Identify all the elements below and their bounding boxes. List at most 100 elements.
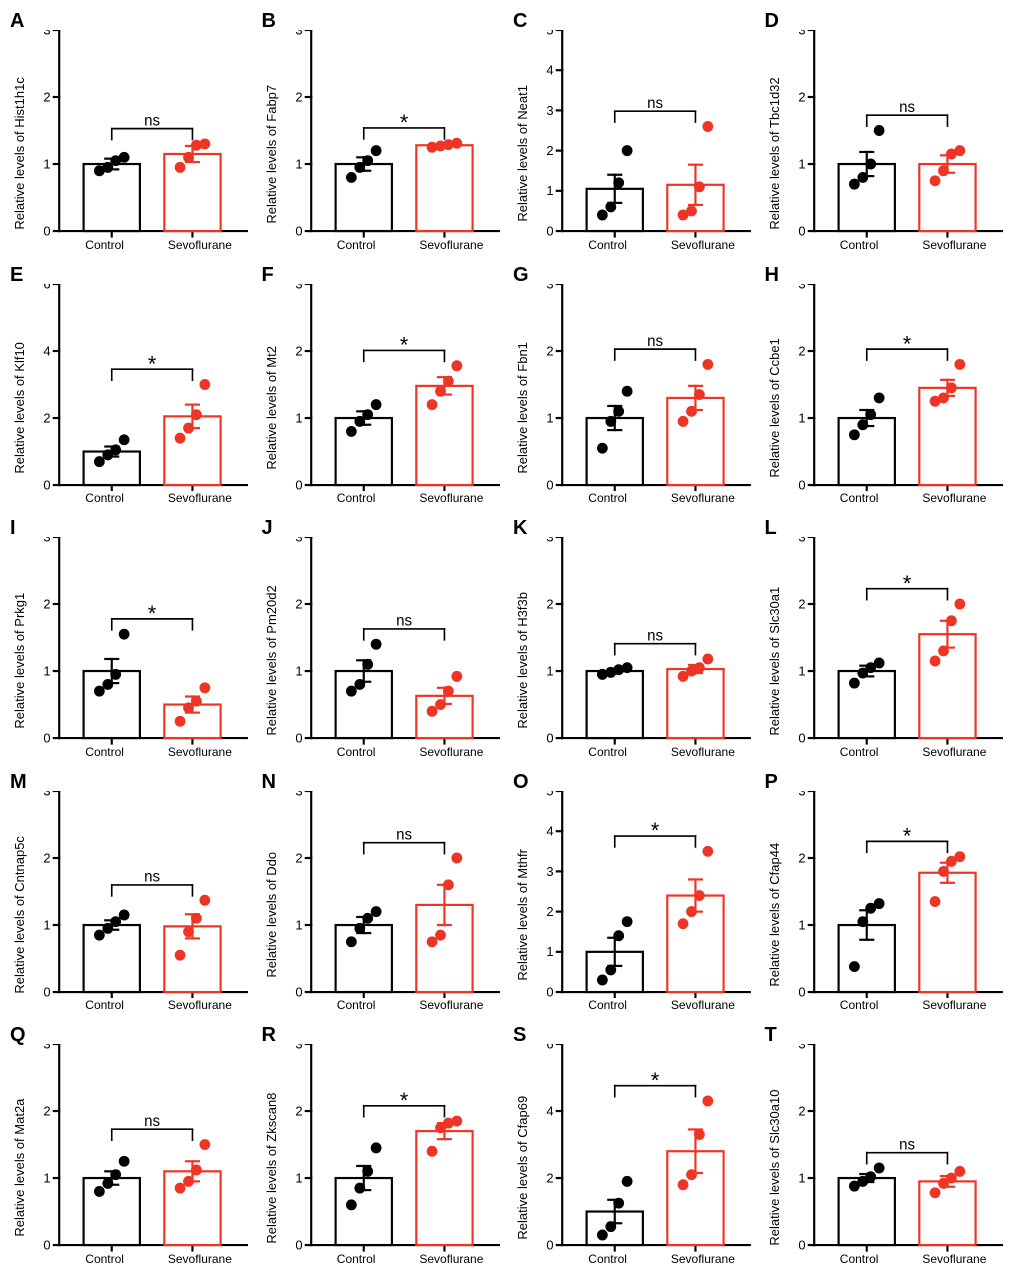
svg-text:*: * bbox=[902, 571, 911, 596]
chart: 012345* bbox=[532, 791, 759, 999]
panel-M: MRelative levels of Cntnap5c0123nsContro… bbox=[10, 771, 256, 1019]
chart: 0123* bbox=[281, 284, 508, 492]
svg-text:2: 2 bbox=[295, 1104, 302, 1119]
y-axis-label: Relative levels of Mthfr bbox=[513, 771, 532, 1019]
x-tick-label: Control bbox=[812, 238, 907, 258]
chart: 0123ns bbox=[281, 537, 508, 745]
panel-S: SRelative levels of Cfap690246*ControlSe… bbox=[513, 1024, 759, 1272]
x-tick-label: Sevoflurane bbox=[655, 998, 750, 1018]
svg-text:*: * bbox=[902, 823, 911, 848]
svg-text:1: 1 bbox=[295, 1171, 302, 1186]
chart: 0123ns bbox=[784, 1044, 1011, 1252]
svg-text:2: 2 bbox=[43, 410, 50, 425]
x-axis-labels: ControlSevoflurane bbox=[29, 1252, 256, 1272]
svg-text:0: 0 bbox=[546, 984, 553, 998]
svg-text:3: 3 bbox=[43, 537, 50, 544]
svg-text:0: 0 bbox=[295, 223, 302, 237]
svg-text:0: 0 bbox=[43, 1238, 50, 1252]
svg-text:0: 0 bbox=[798, 984, 805, 998]
plot-area: 0123*ControlSevoflurane bbox=[784, 264, 1011, 512]
panel-C: CRelative levels of Neat1012345nsControl… bbox=[513, 10, 759, 258]
plot-area: 0123nsControlSevoflurane bbox=[29, 10, 256, 258]
x-tick-label: Control bbox=[812, 1252, 907, 1272]
chart: 0123ns bbox=[29, 30, 256, 238]
x-tick-label: Control bbox=[57, 491, 152, 511]
x-tick-label: Sevoflurane bbox=[152, 491, 247, 511]
x-axis-labels: ControlSevoflurane bbox=[784, 998, 1011, 1018]
svg-text:ns: ns bbox=[899, 1137, 915, 1154]
svg-text:0: 0 bbox=[295, 984, 302, 998]
y-axis-label: Relative levels of Cntnap5c bbox=[10, 771, 29, 1019]
y-axis-label: Relative levels of Hist1h1c bbox=[10, 10, 29, 258]
x-tick-label: Sevoflurane bbox=[404, 998, 499, 1018]
svg-text:*: * bbox=[148, 601, 157, 626]
x-tick-label: Sevoflurane bbox=[907, 998, 1002, 1018]
x-tick-label: Sevoflurane bbox=[152, 998, 247, 1018]
chart: 0123* bbox=[29, 537, 256, 745]
svg-text:0: 0 bbox=[546, 731, 553, 745]
svg-text:1: 1 bbox=[43, 917, 50, 932]
x-tick-label: Control bbox=[560, 1252, 655, 1272]
x-tick-label: Sevoflurane bbox=[907, 238, 1002, 258]
svg-text:1: 1 bbox=[546, 944, 553, 959]
plot-area: 0123*ControlSevoflurane bbox=[281, 1024, 508, 1272]
svg-text:1: 1 bbox=[295, 410, 302, 425]
svg-text:0: 0 bbox=[798, 1238, 805, 1252]
svg-text:ns: ns bbox=[144, 112, 160, 129]
svg-text:0: 0 bbox=[295, 731, 302, 745]
y-axis-label: Relative levels of Slc30a1 bbox=[765, 517, 784, 765]
x-tick-label: Sevoflurane bbox=[655, 491, 750, 511]
svg-text:0: 0 bbox=[798, 223, 805, 237]
x-tick-label: Control bbox=[57, 998, 152, 1018]
plot-area: 0123nsControlSevoflurane bbox=[281, 517, 508, 765]
svg-text:3: 3 bbox=[798, 791, 805, 798]
plot-area: 0123nsControlSevoflurane bbox=[281, 771, 508, 1019]
svg-text:*: * bbox=[399, 332, 408, 357]
x-tick-label: Control bbox=[812, 745, 907, 765]
svg-text:0: 0 bbox=[295, 1238, 302, 1252]
panel-P: PRelative levels of Cfap440123*ControlSe… bbox=[765, 771, 1011, 1019]
x-tick-label: Sevoflurane bbox=[655, 1252, 750, 1272]
plot-area: 0123nsControlSevoflurane bbox=[29, 771, 256, 1019]
panel-E: ERelative levels of Klf100246*ControlSev… bbox=[10, 264, 256, 512]
svg-text:2: 2 bbox=[546, 596, 553, 611]
x-axis-labels: ControlSevoflurane bbox=[281, 745, 508, 765]
chart: 012345ns bbox=[532, 30, 759, 238]
svg-text:1: 1 bbox=[798, 410, 805, 425]
panel-B: BRelative levels of Fabp70123*ControlSev… bbox=[262, 10, 508, 258]
panel-G: GRelative levels of Fbn10123nsControlSev… bbox=[513, 264, 759, 512]
svg-text:5: 5 bbox=[546, 791, 553, 798]
x-axis-labels: ControlSevoflurane bbox=[784, 238, 1011, 258]
svg-text:1: 1 bbox=[546, 183, 553, 198]
plot-area: 0123*ControlSevoflurane bbox=[29, 517, 256, 765]
svg-text:3: 3 bbox=[295, 1044, 302, 1051]
panel-K: KRelative levels of H3f3b0123nsControlSe… bbox=[513, 517, 759, 765]
plot-area: 0123nsControlSevoflurane bbox=[784, 1024, 1011, 1272]
panel-F: FRelative levels of Mt20123*ControlSevof… bbox=[262, 264, 508, 512]
x-tick-label: Sevoflurane bbox=[404, 238, 499, 258]
plot-area: 0123nsControlSevoflurane bbox=[532, 264, 759, 512]
panel-H: HRelative levels of Ccbe10123*ControlSev… bbox=[765, 264, 1011, 512]
x-tick-label: Control bbox=[309, 998, 404, 1018]
plot-area: 0246*ControlSevoflurane bbox=[532, 1024, 759, 1272]
x-tick-label: Sevoflurane bbox=[907, 1252, 1002, 1272]
svg-text:2: 2 bbox=[295, 850, 302, 865]
x-axis-labels: ControlSevoflurane bbox=[532, 491, 759, 511]
x-tick-label: Control bbox=[309, 745, 404, 765]
svg-text:3: 3 bbox=[798, 537, 805, 544]
svg-text:3: 3 bbox=[43, 1044, 50, 1051]
svg-text:ns: ns bbox=[144, 1113, 160, 1130]
x-tick-label: Sevoflurane bbox=[404, 1252, 499, 1272]
chart: 0123ns bbox=[784, 30, 1011, 238]
svg-text:2: 2 bbox=[43, 1104, 50, 1119]
svg-text:2: 2 bbox=[546, 143, 553, 158]
svg-text:0: 0 bbox=[43, 477, 50, 491]
svg-text:0: 0 bbox=[798, 731, 805, 745]
svg-text:1: 1 bbox=[798, 664, 805, 679]
svg-text:2: 2 bbox=[295, 89, 302, 104]
plot-area: 0123*ControlSevoflurane bbox=[281, 264, 508, 512]
x-tick-label: Control bbox=[560, 491, 655, 511]
x-tick-label: Control bbox=[560, 998, 655, 1018]
x-tick-label: Control bbox=[309, 1252, 404, 1272]
svg-text:6: 6 bbox=[43, 284, 50, 291]
